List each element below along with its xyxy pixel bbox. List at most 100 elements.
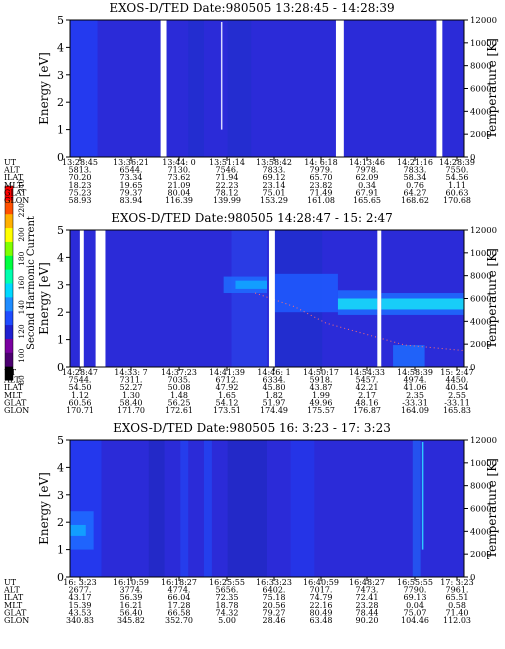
ephemeris-cell: 14:33: 7 xyxy=(114,368,147,377)
ephemeris-cell: 16:55:55 xyxy=(397,578,433,587)
ephemeris-cell: 174.49 xyxy=(260,406,288,415)
colorbar-segment xyxy=(5,352,13,367)
colorbar-frame xyxy=(4,185,14,381)
ephemeris-cell: 13:28:45 xyxy=(62,158,98,167)
ephemeris-cell: 116.39 xyxy=(165,196,193,205)
ephemeris-cell: 22.16 xyxy=(310,601,333,610)
ephemeris-cell: 352.70 xyxy=(165,616,193,625)
y2-tick-label: 8000 xyxy=(470,62,492,72)
ephemeris-row-label: UT xyxy=(4,158,17,167)
ephemeris-cell: 56.40 xyxy=(120,608,143,617)
ephemeris-cell: 19.65 xyxy=(120,181,143,190)
ephemeris-cell: 104.46 xyxy=(401,616,429,625)
ephemeris-cell: 16:25:55 xyxy=(209,578,245,587)
intensity-band xyxy=(70,440,102,577)
ephemeris-row-label: MLT xyxy=(4,181,23,190)
ephemeris-cell: 16.21 xyxy=(120,601,143,610)
data-gap xyxy=(335,20,344,157)
ephemeris-cell: 6544. xyxy=(120,166,143,175)
colorbar-tick-label: 240 xyxy=(17,179,26,194)
ephemeris-cell: 83.94 xyxy=(120,196,143,205)
ephemeris-cell: 13:58:42 xyxy=(256,158,292,167)
ephemeris-row-label: GLON xyxy=(4,616,29,625)
ephemeris-cell: 67.91 xyxy=(356,188,379,197)
ephemeris-cell: 112.03 xyxy=(443,616,471,625)
ephemeris-cell: 7311. xyxy=(120,376,143,385)
panel-title: EXOS-D/TED Date:980505 14:28:47 - 15: 2:… xyxy=(111,211,393,225)
panel-2: EXOS-D/TED Date:980505 14:28:47 - 15: 2:… xyxy=(3,211,499,415)
ephemeris-cell: 7979. xyxy=(310,166,333,175)
intensity-band xyxy=(231,230,267,367)
y2-tick-label: 8000 xyxy=(470,482,492,492)
y2-tick-label: 6000 xyxy=(470,85,492,95)
ephemeris-cell: 60.56 xyxy=(69,398,92,407)
intensity-band xyxy=(148,440,165,577)
ephemeris-cell: 6402. xyxy=(263,586,286,595)
ephemeris-cell: -33.31 xyxy=(402,398,428,407)
ephemeris-cell: 54.56 xyxy=(446,173,469,182)
ephemeris-cell: 64.27 xyxy=(404,188,427,197)
ephemeris-cell: 165.65 xyxy=(353,196,381,205)
colorbar-segment xyxy=(5,186,13,201)
ephemeris-cell: 4974. xyxy=(404,376,427,385)
y-axis-label: Energy [eV] xyxy=(37,262,51,335)
ephemeris-cell: 75.01 xyxy=(263,188,286,197)
y-tick-label: 0 xyxy=(57,151,64,164)
y-tick-label: 3 xyxy=(57,489,64,502)
ephemeris-cell: 1.99 xyxy=(312,391,330,400)
ephemeris-cell: 170.68 xyxy=(443,196,471,205)
y-axis-label: Energy [eV] xyxy=(37,472,51,545)
y2-tick-label: 4000 xyxy=(470,527,492,537)
ephemeris-row-label: GLAT xyxy=(4,398,27,407)
ephemeris-cell: 48.16 xyxy=(356,398,379,407)
y-tick-label: 2 xyxy=(57,306,64,319)
y2-tick-label: 12000 xyxy=(470,16,497,26)
y2-tick-label: 0 xyxy=(470,363,475,373)
y2-tick-label: 0 xyxy=(470,573,475,583)
y-axis-label: Energy [eV] xyxy=(37,52,51,125)
colorbar-tick-label: 80 xyxy=(17,375,26,385)
ephemeris-row-label: ALT xyxy=(3,586,20,595)
colorbar-segment xyxy=(5,241,13,256)
ephemeris-cell: 80.49 xyxy=(310,608,333,617)
colorbar-label: Second Harmonic Current xyxy=(26,216,37,350)
ephemeris-cell: 65.51 xyxy=(446,593,469,602)
ephemeris-cell: 18.23 xyxy=(69,181,92,190)
ephemeris-cell: 18.78 xyxy=(216,601,239,610)
ephemeris-cell: 1.11 xyxy=(448,181,466,190)
ephemeris-cell: 79.37 xyxy=(120,188,143,197)
ephemeris-cell: 17: 3:23 xyxy=(440,578,473,587)
ephemeris-cell: 0.34 xyxy=(358,181,376,190)
ephemeris-cell: 345.82 xyxy=(117,616,145,625)
y-tick-label: 5 xyxy=(57,224,64,237)
ephemeris-cell: 7961. xyxy=(446,586,469,595)
ephemeris-cell: 15.39 xyxy=(69,601,92,610)
ephemeris-cell: 340.83 xyxy=(66,616,94,625)
ephemeris-cell: 172.61 xyxy=(165,406,193,415)
y2-tick-label: 2000 xyxy=(470,550,492,560)
colorbar-tick-label: 180 xyxy=(17,251,26,266)
ephemeris-row-label: ILAT xyxy=(4,383,24,392)
y2-axis-label: Temperature [K] xyxy=(485,38,499,139)
ephemeris-cell: 51.97 xyxy=(263,398,286,407)
intensity-band xyxy=(290,440,315,577)
colorbar-segment xyxy=(5,296,13,312)
colorbar-tick-label: 100 xyxy=(17,348,26,363)
y2-tick-label: 8000 xyxy=(470,272,492,282)
y-tick-label: 5 xyxy=(57,434,64,447)
colorbar-segment xyxy=(5,324,13,339)
colorbar-tick-label: 120 xyxy=(17,324,26,339)
intensity-band xyxy=(203,440,212,577)
ephemeris-cell: 45.80 xyxy=(263,383,286,392)
ephemeris-cell: 6334. xyxy=(263,376,286,385)
ephemeris-cell: 4450. xyxy=(446,376,469,385)
ephemeris-cell: 7017. xyxy=(310,586,333,595)
y2-axis-label: Temperature [K] xyxy=(485,458,499,559)
colorbar-segment xyxy=(5,338,13,353)
data-gap xyxy=(436,20,443,157)
ephemeris-cell: 6712. xyxy=(216,376,239,385)
ephemeris-cell: 7550. xyxy=(446,166,469,175)
data-gap xyxy=(95,230,106,367)
ephemeris-cell: 4774. xyxy=(168,586,191,595)
